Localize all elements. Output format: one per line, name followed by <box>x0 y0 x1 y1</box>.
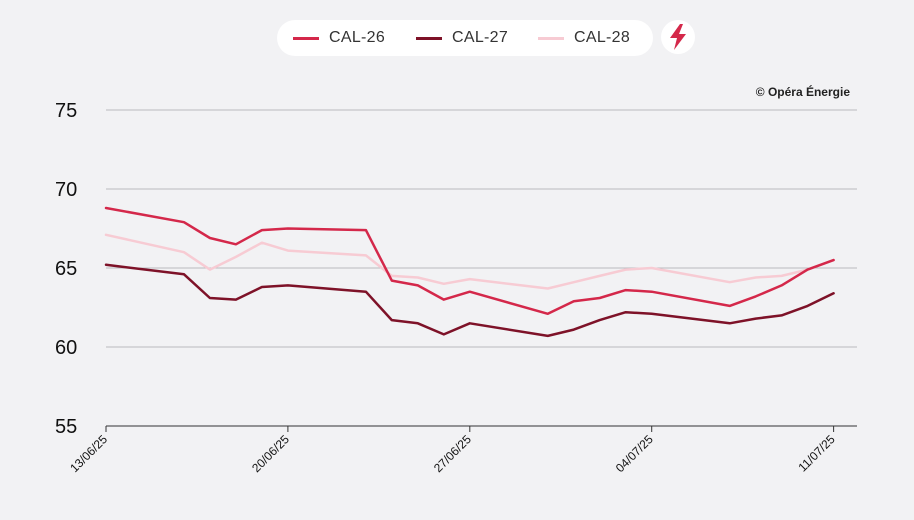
legend-swatch-cal26 <box>293 36 319 40</box>
legend: CAL-26 CAL-27 CAL-28 <box>277 20 653 56</box>
lightning-bolt-icon <box>670 24 686 50</box>
y-tick-label: 65 <box>55 258 77 280</box>
x-tick-label: 20/06/25 <box>249 432 292 475</box>
x-tick-label: 11/07/25 <box>795 432 838 475</box>
legend-swatch-cal28 <box>538 36 564 40</box>
legend-label-cal28: CAL-28 <box>574 29 631 46</box>
y-tick-label: 55 <box>55 416 77 438</box>
x-tick-label: 04/07/25 <box>613 432 656 475</box>
x-tick-label: 27/06/25 <box>431 432 474 475</box>
series-line-cal-27 <box>104 263 835 338</box>
series-line-cal-28 <box>104 233 835 290</box>
legend-label-cal26: CAL-26 <box>329 29 386 46</box>
legend-label-cal27: CAL-27 <box>452 29 509 46</box>
legend-swatch-cal27 <box>416 36 442 40</box>
y-tick-label: 70 <box>55 179 77 201</box>
legend-item-cal27[interactable]: CAL-27 <box>416 20 508 56</box>
energy-bolt-button[interactable] <box>661 20 695 54</box>
series-line-cal-26 <box>104 206 835 316</box>
legend-item-cal26[interactable]: CAL-26 <box>293 20 385 56</box>
legend-item-cal28[interactable]: CAL-28 <box>538 20 630 56</box>
x-tick-label: 13/06/25 <box>67 432 110 475</box>
chart-credit: © Opéra Énergie <box>755 85 850 99</box>
y-tick-label: 75 <box>55 100 77 122</box>
y-tick-label: 60 <box>55 337 77 359</box>
